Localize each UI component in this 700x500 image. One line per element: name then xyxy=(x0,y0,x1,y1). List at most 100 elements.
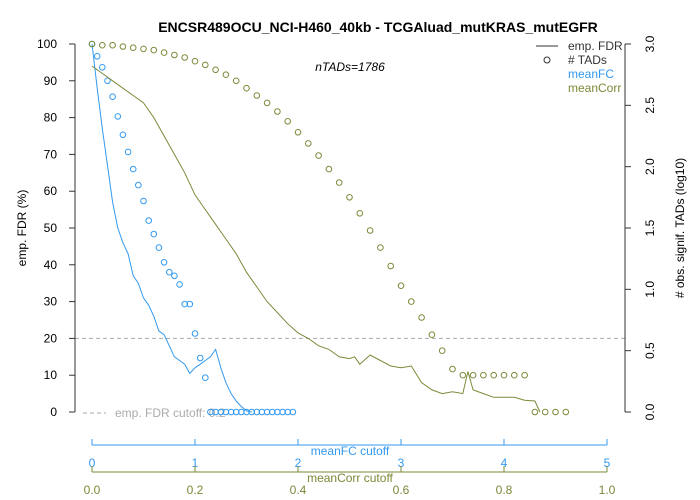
x-axis-0-tick-label-3: 3 xyxy=(398,456,405,470)
tads-point-meanFC-10 xyxy=(140,197,147,205)
left-tick-label-2: 20 xyxy=(44,331,58,345)
x-axis-title-0: meanFC cutoff xyxy=(311,444,390,458)
tads-point-meanCorr-39 xyxy=(490,371,498,379)
right-tick-label-6: 3.0 xyxy=(643,35,657,52)
tads-point-meanCorr-32 xyxy=(418,314,425,321)
tads-point-meanFC-13 xyxy=(155,244,163,251)
right-tick-label-2: 1.0 xyxy=(643,281,657,298)
tads-point-meanFC-8 xyxy=(129,165,137,173)
tads-point-meanFC-31 xyxy=(248,408,255,416)
ntads-annotation: nTADs=1786 xyxy=(315,60,385,74)
x-axis-1-tick-label-1: 0.2 xyxy=(187,483,204,497)
tads-point-meanCorr-11 xyxy=(202,61,209,69)
tads-point-meanCorr-41 xyxy=(511,371,518,379)
legend-label-3: meanCorr xyxy=(568,81,621,95)
tads-point-meanCorr-16 xyxy=(253,92,261,99)
fdr-cutoff-group: emp. FDR cutoff: 0.2 xyxy=(75,337,625,420)
tads-point-meanCorr-30 xyxy=(397,282,405,290)
tads-point-meanCorr-5 xyxy=(140,45,147,53)
tads-point-meanCorr-14 xyxy=(232,77,240,85)
tads-point-meanFC-4 xyxy=(109,93,116,100)
left-tick-label-3: 30 xyxy=(44,295,58,309)
tads-point-meanCorr-21 xyxy=(305,140,312,147)
tads-point-meanCorr-10 xyxy=(191,57,199,65)
legend-label-1: # TADs xyxy=(568,53,607,67)
tads-point-meanCorr-12 xyxy=(212,66,219,74)
x-axis-0-tick-label-0: 0 xyxy=(89,456,96,470)
tads-point-meanCorr-36 xyxy=(459,371,467,379)
tads-point-meanFC-5 xyxy=(114,113,122,120)
tads-point-meanFC-25 xyxy=(217,408,225,416)
right-tick-label-5: 2.5 xyxy=(643,97,657,114)
left-tick-label-6: 60 xyxy=(44,184,58,198)
tads-point-meanCorr-28 xyxy=(377,244,384,251)
tads-point-meanCorr-17 xyxy=(263,99,271,107)
tads-point-meanCorr-0 xyxy=(88,40,96,48)
tads-point-meanFC-3 xyxy=(104,77,111,85)
legend-label-0: emp. FDR xyxy=(568,39,623,53)
fdr-cutoff-label: emp. FDR cutoff: 0.2 xyxy=(115,406,226,420)
x-axis-1-tick-label-3: 0.6 xyxy=(393,483,410,497)
tads-point-meanCorr-35 xyxy=(449,365,456,373)
x-axis-0-tick-label-5: 5 xyxy=(604,456,611,470)
left-y-axis: 0 10 20 30 40 50 60 70 80 90 100 xyxy=(37,37,76,419)
tads-point-meanCorr-1 xyxy=(99,41,106,49)
tads-point-meanCorr-6 xyxy=(150,46,158,54)
tads-point-meanFC-17 xyxy=(176,281,183,288)
right-y-axis: 0.0 0.5 1.0 1.5 2.0 2.5 3.0 xyxy=(624,35,657,420)
tads-point-meanCorr-46 xyxy=(562,408,570,416)
right-tick-label-4: 2.0 xyxy=(643,158,657,175)
left-tick-label-7: 70 xyxy=(44,147,58,161)
tads-point-meanFC-19 xyxy=(186,300,194,308)
tads-point-meanFC-11 xyxy=(145,217,152,224)
tads-point-meanCorr-29 xyxy=(387,262,395,270)
tads-point-meanCorr-40 xyxy=(500,371,508,379)
fdr-line-meanFC xyxy=(91,43,252,413)
tads-point-meanCorr-45 xyxy=(552,408,559,416)
left-tick-label-0: 0 xyxy=(50,405,57,419)
legend-swatch-1 xyxy=(543,56,551,64)
tads-point-meanCorr-44 xyxy=(541,408,549,416)
bottom-axes: 0 1 2 3 4 5 meanFC cutoff 0.0 0.2 0.4 0.6 0.8 1.0 mea… xyxy=(84,439,616,497)
tads-point-meanFC-14 xyxy=(160,259,168,266)
x-axis-1-tick-label-4: 0.8 xyxy=(496,483,513,497)
x-axis-0-tick-label-1: 1 xyxy=(192,456,199,470)
tads-point-meanCorr-9 xyxy=(181,54,188,61)
tads-point-meanFC-27 xyxy=(227,408,235,416)
tads-point-meanFC-1 xyxy=(93,53,101,60)
tads-point-meanCorr-26 xyxy=(356,210,364,217)
tads-point-meanCorr-37 xyxy=(469,371,477,379)
right-tick-label-0: 0.0 xyxy=(643,403,657,420)
right-tick-label-1: 0.5 xyxy=(643,342,657,359)
tads-point-meanFC-15 xyxy=(166,268,173,276)
left-tick-label-4: 40 xyxy=(44,258,58,272)
tads-point-meanCorr-19 xyxy=(284,118,292,125)
tads-point-meanFC-6 xyxy=(119,131,127,139)
tads-point-meanCorr-42 xyxy=(521,371,528,379)
x-axis-0-tick-label-2: 2 xyxy=(295,456,302,470)
tads-point-meanFC-16 xyxy=(171,272,178,280)
tads-point-meanCorr-4 xyxy=(129,44,137,52)
series-layer xyxy=(88,40,570,416)
y-axis-label-left: emp. FDR (%) xyxy=(15,190,29,267)
tads-point-meanFC-39 xyxy=(289,408,297,416)
tads-point-meanCorr-33 xyxy=(428,331,436,339)
tads-point-meanCorr-8 xyxy=(171,51,178,59)
tads-point-meanFC-7 xyxy=(124,148,132,156)
tads-point-meanCorr-20 xyxy=(294,129,302,136)
x-axis-1-tick-label-2: 0.4 xyxy=(290,483,307,497)
left-tick-label-8: 80 xyxy=(44,111,58,125)
right-tick-label-3: 1.5 xyxy=(643,219,657,236)
tads-point-meanCorr-38 xyxy=(480,371,487,379)
tads-point-meanCorr-18 xyxy=(274,108,281,115)
tads-point-meanCorr-25 xyxy=(346,194,353,201)
left-tick-label-9: 90 xyxy=(44,74,58,88)
tads-point-meanCorr-2 xyxy=(109,41,116,49)
x-axis-1-tick-label-5: 1.0 xyxy=(599,483,616,497)
y-axis-label-right: # obs. signif. TADs (log10) xyxy=(673,158,687,298)
tads-point-meanFC-37 xyxy=(279,408,286,416)
tads-point-meanCorr-15 xyxy=(243,84,250,92)
tads-point-meanFC-12 xyxy=(150,230,158,238)
left-tick-label-5: 50 xyxy=(44,221,58,235)
tads-point-meanCorr-22 xyxy=(315,152,322,159)
